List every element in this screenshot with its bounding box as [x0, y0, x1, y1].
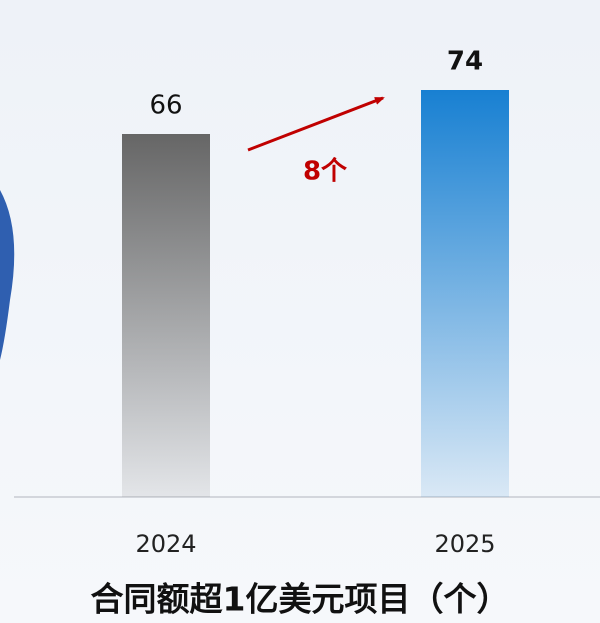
annotation: 8个 [303, 157, 348, 187]
arrow [247, 96, 385, 152]
bar [421, 90, 509, 497]
value-label: 74 [447, 47, 483, 77]
x-tick-label: 2024 [135, 530, 196, 558]
bar [122, 134, 210, 497]
decoration [0, 190, 15, 360]
x-tick-label: 2025 [434, 530, 495, 558]
value-label: 66 [149, 91, 182, 121]
chart-title: 合同额超1亿美元项目（个） [91, 580, 510, 619]
